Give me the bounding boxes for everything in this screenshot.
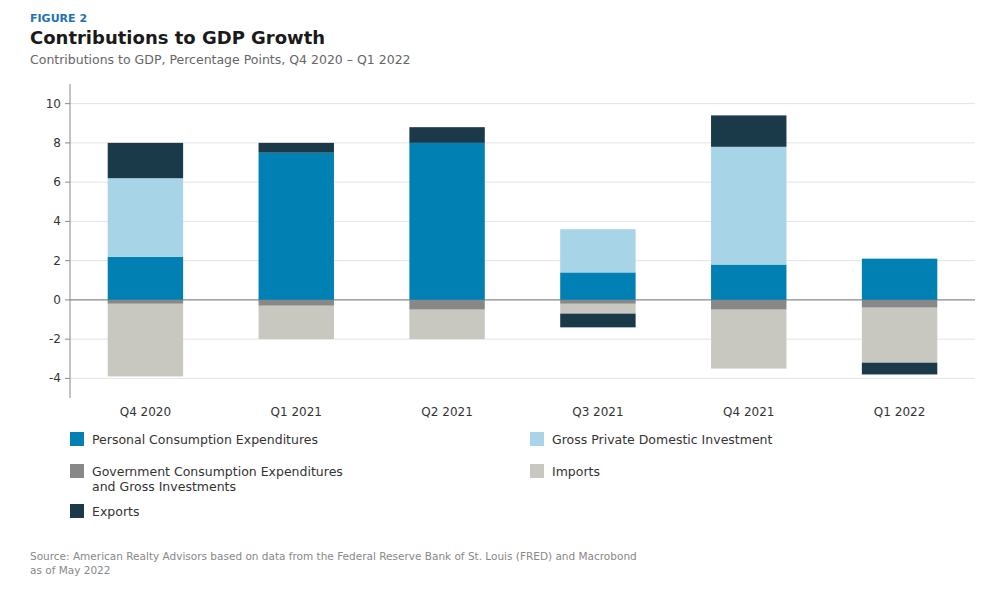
grid [70, 104, 975, 379]
legend-label: Government Consumption Expendituresand G… [92, 464, 343, 494]
grid-line [70, 142, 975, 143]
bars [108, 115, 938, 376]
legend-swatch [70, 504, 84, 518]
y-tick-label: 6 [53, 175, 61, 189]
y-tick [65, 142, 70, 143]
legend-label: Exports [92, 504, 139, 519]
bar-segment [862, 258, 937, 259]
legend: Personal Consumption Expenditures Gross P… [70, 432, 773, 519]
legend-label: Gross Private Domestic Investment [552, 432, 773, 447]
x-tick-label: Q1 2022 [874, 405, 925, 419]
bar-segment [108, 304, 183, 377]
bar-segment [862, 259, 937, 300]
bar-segment [259, 300, 334, 306]
bar-segment [259, 143, 334, 153]
series [108, 304, 938, 377]
legend-swatch [70, 432, 84, 446]
bar-segment [711, 115, 786, 146]
series [108, 143, 938, 300]
text-line: and Gross Investments [92, 479, 236, 494]
bar-segment [409, 143, 484, 300]
bar-segment [560, 300, 635, 304]
bar-segment [108, 178, 183, 257]
y-tick [65, 182, 70, 183]
x-tick-label: Q3 2021 [572, 405, 623, 419]
text-line: Gross Private Domestic Investment [552, 432, 773, 447]
grid-line [70, 339, 975, 340]
legend-item: Exports [70, 504, 139, 519]
y-tick [65, 103, 70, 104]
bar-segment [560, 229, 635, 272]
x-tick-label: Q4 2020 [120, 405, 171, 419]
source-note: Source: American Realty Advisors based o… [30, 550, 637, 576]
legend-swatch [530, 464, 544, 478]
y-tick-label: 4 [53, 214, 61, 228]
series [108, 300, 938, 310]
legend-swatch [530, 432, 544, 446]
grid-line [70, 103, 975, 104]
bar-segment [108, 300, 183, 304]
chart: FIGURE 2 Contributions to GDP Growth Contr… [0, 0, 1000, 598]
y-tick [65, 260, 70, 261]
legend-label: Imports [552, 464, 600, 479]
legend-item: Government Consumption Expendituresand G… [70, 464, 343, 494]
y-axis: -4 -2 0 2 4 6 8 10 [46, 84, 70, 398]
bar-segment [259, 153, 334, 300]
bar-segment [711, 310, 786, 369]
text-line: Source: American Realty Advisors based o… [30, 550, 637, 562]
legend-item: Gross Private Domestic Investment [530, 432, 773, 447]
legend-item: Personal Consumption Expenditures [70, 432, 318, 447]
legend-swatch [70, 464, 84, 478]
y-tick [65, 378, 70, 379]
x-tick-label: Q1 2021 [271, 405, 322, 419]
legend-item: Imports [530, 464, 600, 479]
bar-segment [711, 265, 786, 300]
figure-label: FIGURE 2 [30, 12, 87, 25]
legend-label: Personal Consumption Expenditures [92, 432, 318, 447]
y-tick-label: 8 [53, 136, 61, 150]
bar-segment [259, 306, 334, 339]
bar-segment [409, 310, 484, 339]
y-axis-line [70, 84, 71, 398]
bar-segment [560, 304, 635, 314]
text-line: Imports [552, 464, 600, 479]
y-tick-label: -2 [49, 332, 61, 346]
y-tick-label: 2 [53, 254, 61, 268]
y-tick-label: -4 [49, 371, 61, 385]
title: Contributions to GDP Growth [30, 27, 325, 48]
bar-segment [409, 300, 484, 310]
bar-segment [108, 143, 183, 178]
bar-segment [711, 147, 786, 265]
bar-segment [862, 300, 937, 308]
y-tick-label: 0 [53, 293, 61, 307]
bar-segment [862, 363, 937, 375]
grid-line [70, 378, 975, 379]
y-tick [65, 299, 70, 300]
bar-segment [409, 127, 484, 143]
text-line: Exports [92, 504, 139, 519]
text-line: Government Consumption Expenditures [92, 464, 343, 479]
y-tick [65, 221, 70, 222]
bar-segment [560, 272, 635, 299]
grid-line [70, 221, 975, 222]
series [108, 115, 938, 374]
text-line: Personal Consumption Expenditures [92, 432, 318, 447]
series [108, 147, 787, 273]
grid-line [70, 299, 975, 300]
x-tick-label: Q2 2021 [421, 405, 472, 419]
bar-segment [711, 300, 786, 310]
x-axis: Q4 2020 Q1 2021 Q2 2021 Q3 2021 Q4 2021 Q1 20… [120, 405, 926, 419]
x-tick-label: Q4 2021 [723, 405, 774, 419]
bar-segment [560, 314, 635, 328]
grid-line [70, 260, 975, 261]
bar-segment [108, 257, 183, 300]
y-tick-label: 10 [46, 97, 61, 111]
text-line: as of May 2022 [30, 564, 110, 576]
subtitle: Contributions to GDP, Percentage Points,… [30, 52, 411, 67]
bar-segment [862, 308, 937, 363]
grid-line [70, 182, 975, 183]
page: {"chart_data": { "type": "bar", "stacked… [0, 0, 1000, 598]
y-tick [65, 339, 70, 340]
